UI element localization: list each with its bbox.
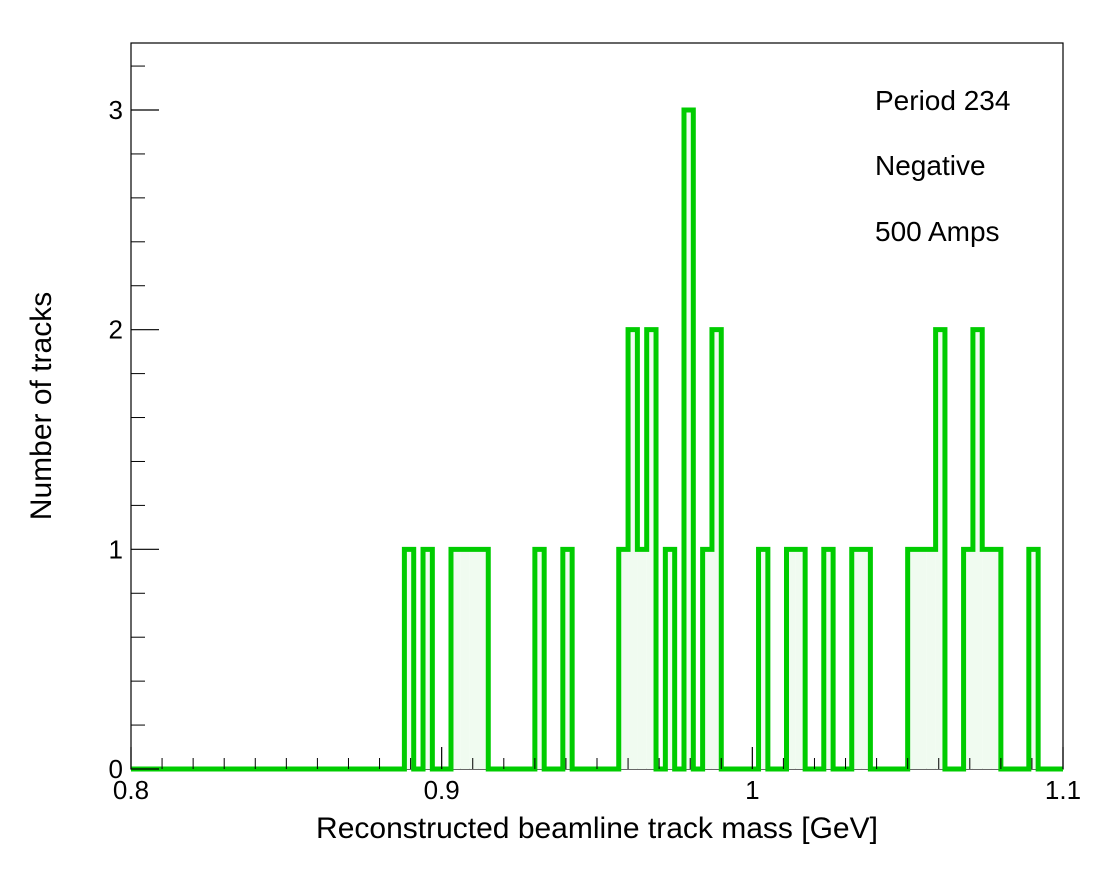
x-tick-label-2: 1 xyxy=(745,775,759,805)
x-tick-label-0: 0.8 xyxy=(113,775,149,805)
histogram-bin-11 xyxy=(646,329,657,769)
histogram-bin-5 xyxy=(478,549,489,769)
histogram-bin-2 xyxy=(450,549,461,769)
histogram-bin-10 xyxy=(637,549,647,769)
histogram-bin-13 xyxy=(683,110,694,769)
histogram-bin-4 xyxy=(469,549,479,769)
histogram-bin-27 xyxy=(972,329,983,769)
histogram-bin-18 xyxy=(795,549,806,769)
histogram-bin-26 xyxy=(963,549,973,769)
histogram-bin-0 xyxy=(404,549,414,769)
histogram-bin-30 xyxy=(1028,549,1039,769)
y-axis-title: Number of tracks xyxy=(25,292,58,520)
histogram-outline xyxy=(131,107,1063,772)
histogram-bin-28 xyxy=(982,549,992,769)
x-tick-label-3: 1.1 xyxy=(1045,775,1081,805)
y-tick-label-0: 0 xyxy=(109,754,123,784)
histogram-bin-1 xyxy=(423,549,433,769)
histogram-bin-14 xyxy=(702,549,712,769)
y-tick-label-1: 1 xyxy=(109,534,123,564)
histogram-bin-29 xyxy=(991,549,1001,769)
histogram-bin-6 xyxy=(534,549,545,769)
histogram-bin-3 xyxy=(460,549,470,769)
x-axis-title: Reconstructed beamline track mass [GeV] xyxy=(316,812,878,845)
histogram-bin-16 xyxy=(758,549,768,769)
x-tick-label-1: 0.9 xyxy=(424,775,460,805)
histogram-bin-17 xyxy=(786,549,796,769)
histogram-bin-15 xyxy=(711,329,722,769)
y-tick-label-2: 2 xyxy=(109,315,123,345)
histogram-bin-9 xyxy=(628,329,638,769)
histogram-bin-23 xyxy=(916,549,927,769)
annotation-current: 500 Amps xyxy=(875,216,1000,247)
histogram-bin-19 xyxy=(823,549,834,769)
histogram-bin-7 xyxy=(562,549,573,769)
annotation-polarity: Negative xyxy=(875,150,986,181)
annotation-period: Period 234 xyxy=(875,85,1010,116)
histogram-bin-22 xyxy=(907,549,917,769)
y-tick-label-3: 3 xyxy=(109,95,123,125)
tick-labels: 0.8 0.9 1 1.1 0 1 2 3 xyxy=(109,95,1082,805)
histogram-bin-20 xyxy=(851,549,862,769)
histogram-bin-24 xyxy=(926,549,936,769)
axis-ticks xyxy=(130,65,1064,770)
histogram-layer xyxy=(131,107,1063,772)
histogram-bin-8 xyxy=(618,549,629,769)
histogram-bin-21 xyxy=(861,549,871,769)
histogram-bin-25 xyxy=(935,329,945,769)
histogram-bin-12 xyxy=(665,549,675,769)
